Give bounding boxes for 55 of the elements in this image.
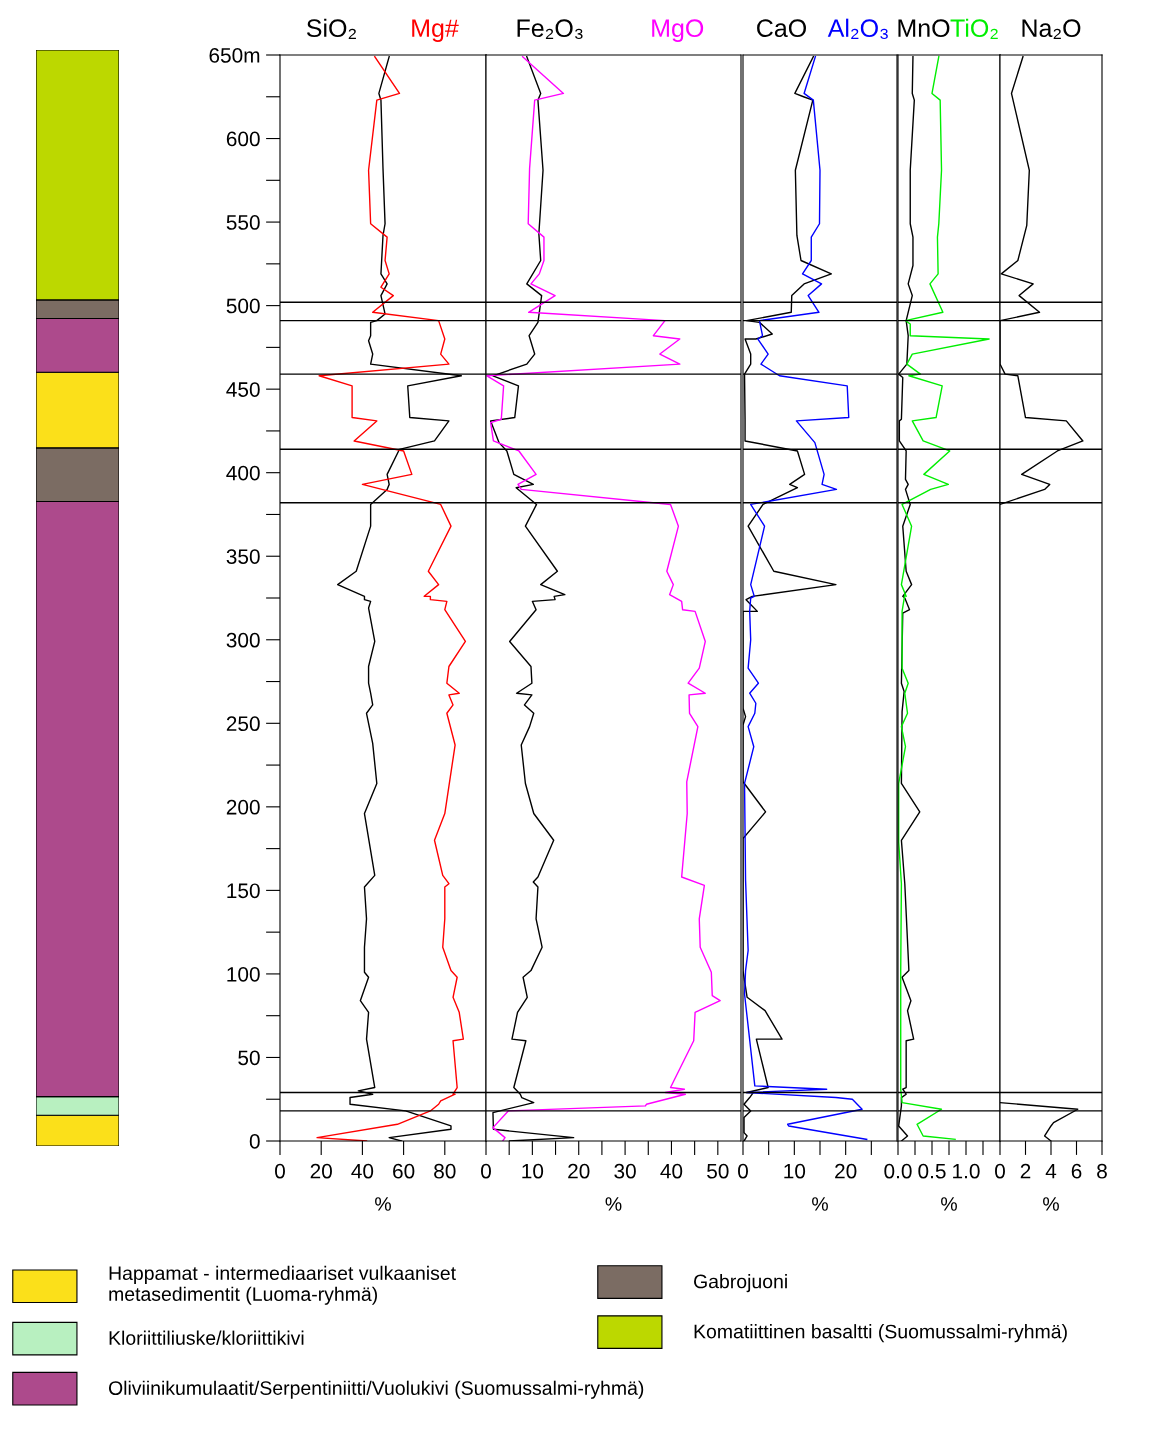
- x-tick-label: 2: [1020, 1163, 1031, 1179]
- x-tick-label: 60: [393, 1163, 415, 1179]
- y-tick-label: 0: [249, 1134, 260, 1149]
- series-label: Fe₂O₃: [517, 19, 583, 40]
- y-tick-label: 400: [226, 465, 260, 481]
- series-label: CaO: [757, 19, 807, 38]
- y-tick-label: 650m: [209, 48, 260, 63]
- y-tick-label: 450: [226, 382, 260, 397]
- y-tick-label: 350: [226, 549, 260, 564]
- x-tick-label: 0: [275, 1163, 285, 1179]
- y-tick-label: 50: [238, 1050, 260, 1066]
- y-tick-label: 200: [226, 799, 260, 815]
- x-tick-label: 1.0: [953, 1163, 980, 1179]
- legend-label: Happamat - intermediaariset vulkaaniset metasedimentit (Luoma-ryhmä): [109, 1265, 456, 1305]
- x-tick-label: 0.5: [918, 1163, 946, 1179]
- series-label: MnO: [898, 19, 950, 38]
- x-tick-label: 50: [707, 1163, 729, 1179]
- x-axis-title: %: [605, 1197, 622, 1211]
- x-tick-label: 0.0: [884, 1163, 912, 1179]
- x-tick-label: 0: [738, 1163, 748, 1179]
- legend-label: Komatiittinen basaltti (Suomussalmi-ryhmä): [694, 1324, 1067, 1343]
- y-tick-label: 550: [226, 215, 260, 230]
- x-tick-label: 80: [434, 1163, 456, 1179]
- x-tick-label: 6: [1071, 1163, 1082, 1179]
- y-tick-label: 300: [226, 632, 260, 648]
- x-tick-label: 30: [614, 1163, 636, 1179]
- y-tick-label: 100: [227, 966, 260, 982]
- x-axis-title: %: [812, 1197, 828, 1211]
- x-tick-label: 8: [1097, 1163, 1107, 1179]
- y-tick-label: 500: [226, 298, 260, 314]
- legend-label: Gabrojuoni: [694, 1274, 787, 1293]
- x-axis-title: %: [375, 1197, 391, 1211]
- x-tick-label: 40: [351, 1163, 374, 1179]
- x-axis-title: %: [941, 1197, 957, 1211]
- x-tick-label: 20: [568, 1163, 590, 1179]
- x-tick-label: 4: [1045, 1163, 1057, 1179]
- series-label: SiO₂: [306, 18, 356, 39]
- x-tick-label: 10: [522, 1163, 544, 1179]
- text: MgO: [652, 19, 704, 42]
- x-tick-label: 40: [660, 1163, 683, 1179]
- series-label: Al₂O₃: [827, 18, 888, 40]
- x-tick-label: 0: [481, 1163, 491, 1179]
- legend-label: Oliviinikumulaatit/Serpentiniitti/Vuolukivi (Suomussalmi-ryhmä): [108, 1380, 644, 1399]
- x-tick-label: 20: [835, 1163, 857, 1179]
- x-tick-label: 10: [784, 1163, 806, 1179]
- series-label: Mg#: [412, 19, 459, 42]
- legend-label: Kloriittiliuske/kloriittikivi: [109, 1330, 304, 1345]
- y-tick-label: 150: [227, 883, 260, 899]
- series-label: TiO₂: [950, 18, 998, 39]
- y-tick-label: 250: [226, 716, 260, 732]
- x-tick-label: 20: [310, 1163, 332, 1179]
- x-tick-label: 0: [995, 1163, 1005, 1179]
- y-tick-label: 600: [226, 131, 260, 147]
- x-axis-title: %: [1043, 1197, 1059, 1211]
- series-label: Na₂O: [1022, 19, 1081, 39]
